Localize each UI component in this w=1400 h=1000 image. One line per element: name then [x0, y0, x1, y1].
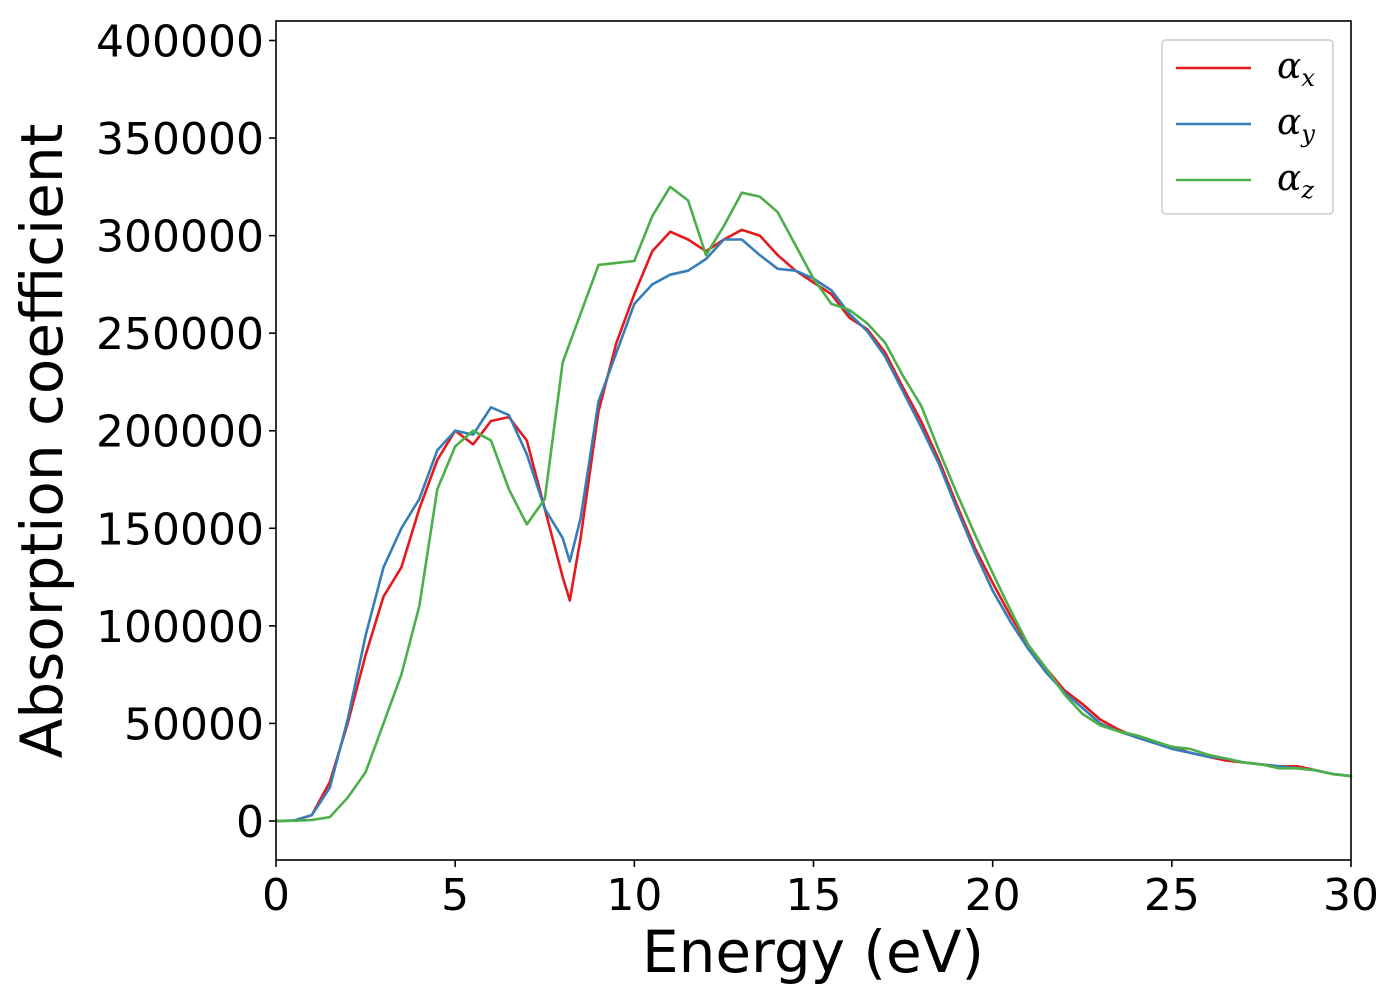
x-tick-label: 30: [1323, 870, 1379, 921]
series-layer: [274, 185, 1353, 823]
series-line-z: [274, 185, 1353, 823]
x-tick-label: 20: [965, 870, 1021, 921]
y-tick-label: 50000: [124, 699, 264, 750]
y-tick-label: 200000: [96, 407, 264, 458]
legend-box: [1161, 39, 1334, 215]
legend-subscript: y: [1300, 120, 1315, 148]
series-line-y: [274, 238, 1353, 823]
y-tick-label: 100000: [96, 602, 264, 653]
y-tick-label: 350000: [96, 114, 264, 165]
x-tick-label: 5: [441, 870, 469, 921]
y-tick-label: 400000: [96, 17, 264, 68]
y-tick-label: 250000: [96, 309, 264, 360]
legend-subscript: x: [1301, 64, 1315, 92]
y-axis-label: Absorption coefficient: [8, 124, 76, 759]
ticks-layer: 0 5 10 15 20 25 30 0 50000 100000 150000 200000 2500…: [96, 17, 1379, 921]
x-tick-label: 25: [1144, 870, 1200, 921]
x-tick-label: 10: [606, 870, 662, 921]
x-tick-label: 15: [786, 870, 842, 921]
x-tick-label: 0: [262, 870, 290, 921]
series-line-x: [274, 228, 1353, 823]
x-axis-label: Energy (eV): [642, 918, 984, 986]
y-tick-label: 150000: [96, 504, 264, 555]
y-tick-label: 0: [236, 797, 264, 848]
legend-subscript: z: [1300, 176, 1314, 204]
y-tick-label: 300000: [96, 212, 264, 263]
